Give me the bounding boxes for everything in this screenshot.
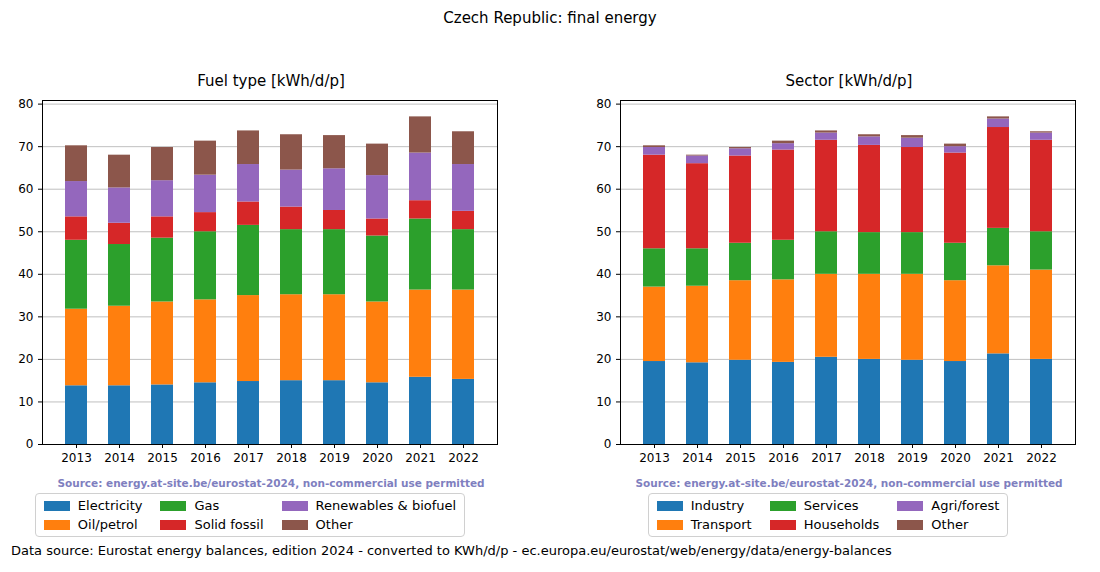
html-text:Oil/petrol: Oil/petrol <box>77 517 138 532</box>
svg-text:2021: 2021 <box>983 451 1014 465</box>
svg-text:50: 50 <box>18 225 33 239</box>
svg-text:2017: 2017 <box>811 451 842 465</box>
svg-text:2016: 2016 <box>768 451 799 465</box>
svg-text:2019: 2019 <box>897 451 928 465</box>
html-text:Gas: Gas <box>194 498 220 513</box>
html-text:Industry: Industry <box>690 498 745 513</box>
html-text:Agri/forest: Agri/forest <box>931 498 1000 513</box>
svg-text:2018: 2018 <box>854 451 885 465</box>
html-text:Czech Republic: final energy: Czech Republic: final energy <box>443 9 657 27</box>
html-text:Services: Services <box>803 498 859 513</box>
svg-text:2021: 2021 <box>405 451 436 465</box>
svg-text:2013: 2013 <box>639 451 670 465</box>
html-text:Solid fossil: Solid fossil <box>194 517 264 532</box>
svg-text:50: 50 <box>596 225 611 239</box>
svg-text:70: 70 <box>18 140 33 154</box>
html-text:Transport: Transport <box>690 517 752 532</box>
svg-text:40: 40 <box>596 267 611 281</box>
svg-text:80: 80 <box>596 97 611 111</box>
svg-text:2020: 2020 <box>362 451 393 465</box>
svg-text:2019: 2019 <box>319 451 350 465</box>
svg-text:2022: 2022 <box>448 451 479 465</box>
svg-text:2014: 2014 <box>104 451 135 465</box>
svg-text:2022: 2022 <box>1026 451 1057 465</box>
svg-text:0: 0 <box>26 437 34 451</box>
svg-text:2016: 2016 <box>190 451 221 465</box>
svg-text:10: 10 <box>596 395 611 409</box>
svg-text:2020: 2020 <box>940 451 971 465</box>
html-text:Other: Other <box>931 517 969 532</box>
svg-text:30: 30 <box>18 310 33 324</box>
html-text:Source: energy.at-site.be/euro: Source: energy.at-site.be/eurostat-2024,… <box>635 477 1063 489</box>
html-text:Electricity: Electricity <box>77 498 143 513</box>
svg-text:20: 20 <box>596 352 611 366</box>
html-text:Source: energy.at-site.be/euro: Source: energy.at-site.be/eurostat-2024,… <box>57 477 485 489</box>
svg-text:10: 10 <box>18 395 33 409</box>
svg-text:80: 80 <box>18 97 33 111</box>
html-text:Sector [kWh/d/p]: Sector [kWh/d/p] <box>785 72 913 90</box>
svg-text:30: 30 <box>596 310 611 324</box>
html-text:Renewables & biofuel: Renewables & biofuel <box>315 498 457 513</box>
svg-text:40: 40 <box>18 267 33 281</box>
svg-text:2014: 2014 <box>682 451 713 465</box>
svg-text:0: 0 <box>604 437 612 451</box>
html-text:Fuel type [kWh/d/p]: Fuel type [kWh/d/p] <box>197 72 345 90</box>
svg-text:2015: 2015 <box>725 451 756 465</box>
svg-text:2018: 2018 <box>276 451 307 465</box>
svg-text:60: 60 <box>596 182 611 196</box>
svg-text:2017: 2017 <box>233 451 264 465</box>
html-text:Households: Households <box>803 517 880 532</box>
svg-text:60: 60 <box>18 182 33 196</box>
svg-text:70: 70 <box>596 140 611 154</box>
html-text:Data source: Eurostat energy b: Data source: Eurostat energy balances, e… <box>11 543 892 558</box>
svg-text:2015: 2015 <box>147 451 178 465</box>
svg-text:2013: 2013 <box>61 451 92 465</box>
html-text:Other: Other <box>315 517 353 532</box>
svg-text:20: 20 <box>18 352 33 366</box>
